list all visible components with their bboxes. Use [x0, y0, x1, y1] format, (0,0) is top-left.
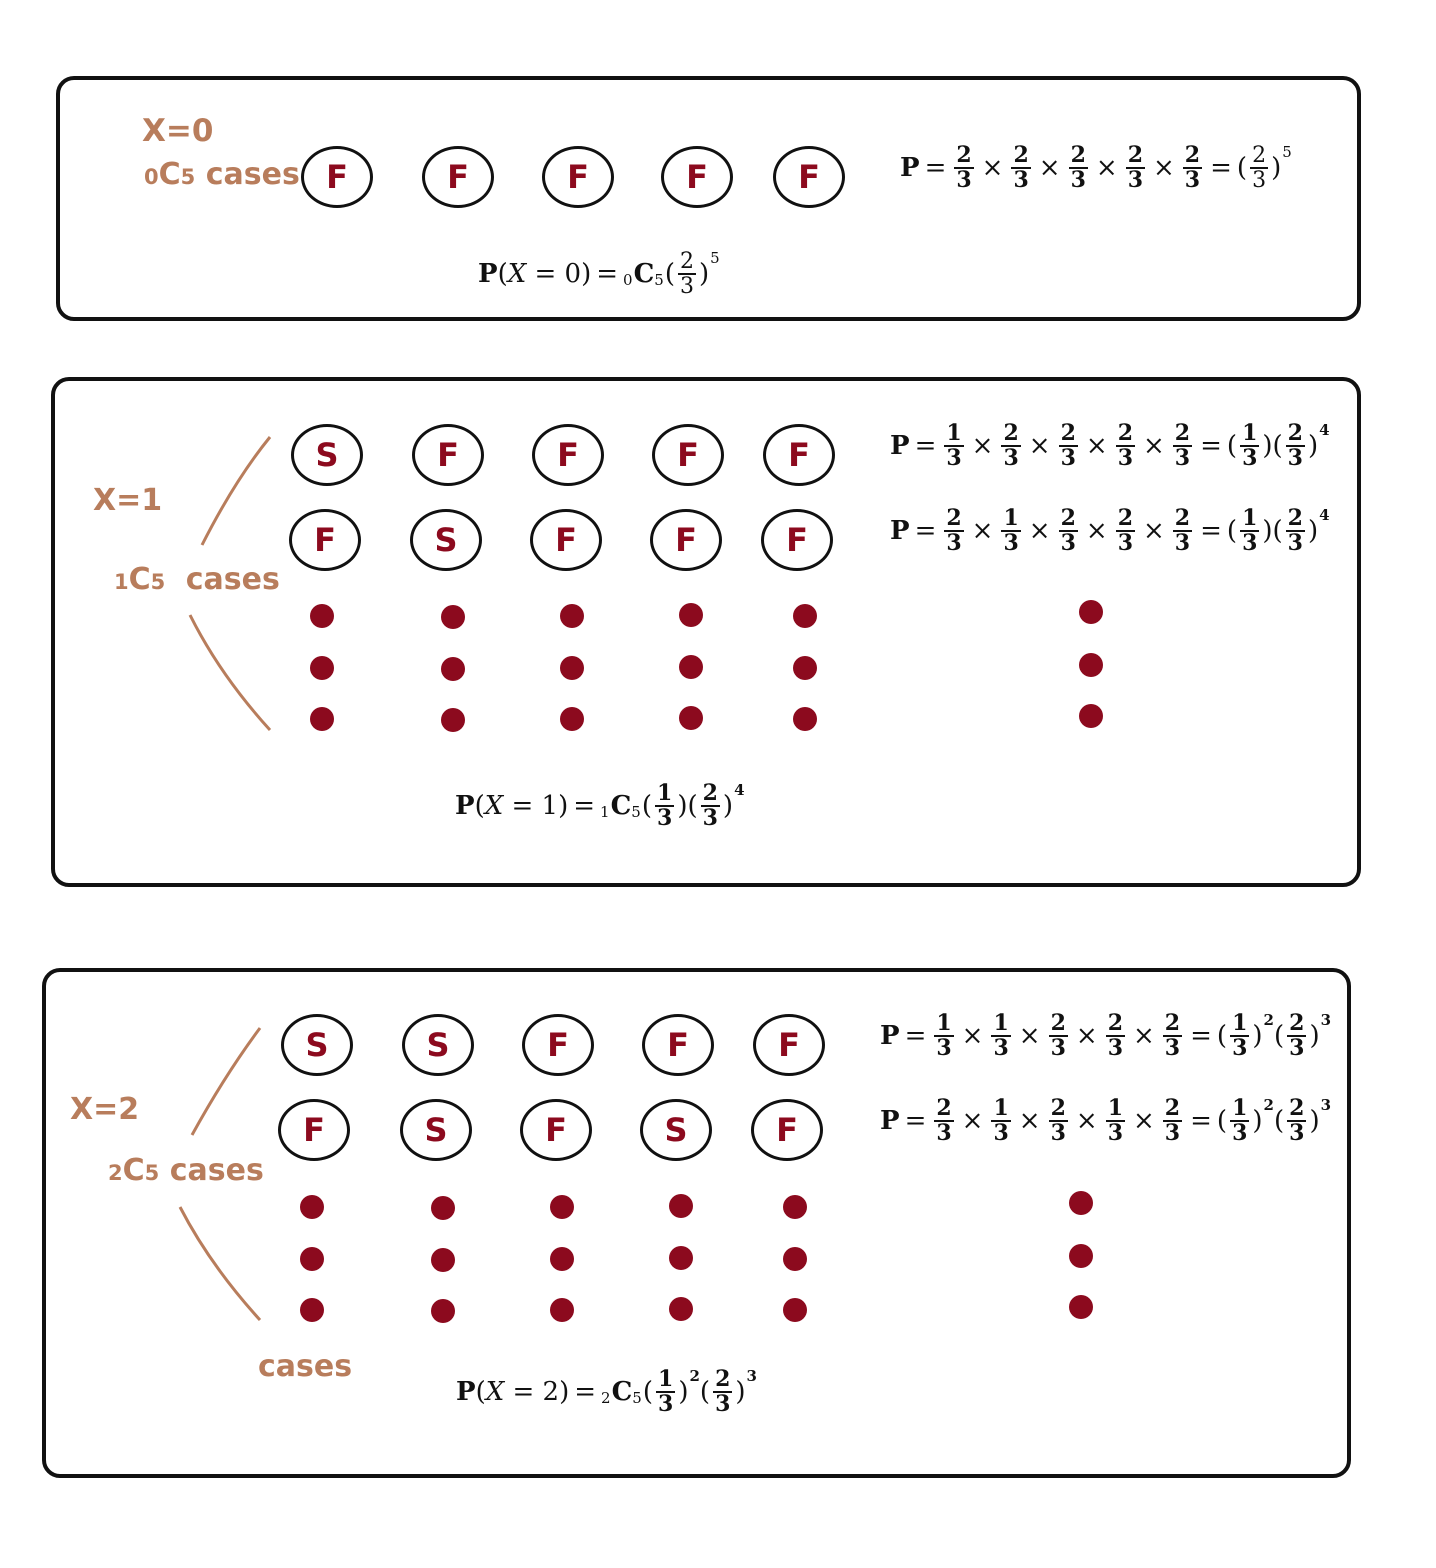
outcome-circle: F: [278, 1099, 350, 1161]
panel-x1: [51, 377, 1361, 887]
ellipsis-dot: [310, 707, 334, 731]
outcome-circle: F: [522, 1014, 594, 1076]
cases-subscript: 0: [144, 165, 159, 189]
ellipsis-dot: [550, 1247, 574, 1271]
ellipsis-dot: [550, 1298, 574, 1322]
x1-label: X=1: [93, 483, 163, 518]
outcome-circle: F: [289, 509, 361, 571]
outcome-circle: F: [753, 1014, 825, 1076]
x2-cases-label: 2C5 cases: [108, 1153, 264, 1188]
outcome-circle: F: [520, 1099, 592, 1161]
ellipsis-dot: [1079, 600, 1103, 624]
outcome-circle: F: [412, 424, 484, 486]
brace-curve-x1-bottom: [188, 614, 272, 732]
ellipsis-dot: [679, 706, 703, 730]
ellipsis-dot: [560, 656, 584, 680]
ellipsis-dot: [793, 604, 817, 628]
x0-cases-label: 0C5 cases: [144, 160, 300, 190]
ellipsis-dot: [783, 1298, 807, 1322]
x1-product-formula-1: P = 1 3 × 2 3 × 2 3 × 2 3 × 2 3 = (1 3)(2 3) 4: [890, 420, 1330, 472]
panel-x0: [56, 76, 1361, 321]
x1-product-formula-2: P = 2 3 × 1 3 × 2 3 × 2 3 × 2 3 = (1 3)(2 3) 4: [890, 505, 1330, 557]
x0-final-formula: P(X = 0) = 0 C 5(2 3) 5: [478, 249, 720, 300]
ellipsis-dot: [441, 605, 465, 629]
ellipsis-dot: [431, 1299, 455, 1323]
ellipsis-dot: [310, 656, 334, 680]
outcome-circle: F: [751, 1099, 823, 1161]
ellipsis-dot: [300, 1247, 324, 1271]
outcome-circle: F: [650, 509, 722, 571]
outcome-circle: S: [281, 1014, 353, 1076]
outcome-circle: F: [761, 509, 833, 571]
ellipsis-dot: [669, 1194, 693, 1218]
ellipsis-dot: [1079, 653, 1103, 677]
outcome-circle: F: [661, 146, 733, 208]
ellipsis-dot: [300, 1195, 324, 1219]
cases-n: 5: [180, 165, 196, 189]
outcome-circle: S: [640, 1099, 712, 1161]
x2-label: X=2: [70, 1092, 140, 1127]
ellipsis-dot: [441, 657, 465, 681]
ellipsis-dot: [560, 604, 584, 628]
x1-cases-label: 1C5 cases: [114, 562, 280, 597]
outcome-circle: S: [291, 424, 363, 486]
outcome-circle: S: [402, 1014, 474, 1076]
x0-label: X=0: [142, 113, 214, 149]
outcome-circle: F: [642, 1014, 714, 1076]
panel-x2: [42, 968, 1351, 1478]
x2-extra-cases-label: cases: [258, 1349, 353, 1384]
ellipsis-dot: [1069, 1295, 1093, 1319]
x0-product-formula: P = 2 3 × 2 3 × 2 3 × 2 3 × 2 3 = (2 3) 5: [900, 142, 1292, 194]
outcome-circle: F: [530, 509, 602, 571]
x1-final-formula: P(X = 1) = 1 C 5(1 3)(2 3) 4: [455, 780, 745, 832]
ellipsis-dot: [793, 656, 817, 680]
ellipsis-dot: [783, 1195, 807, 1219]
ellipsis-dot: [679, 603, 703, 627]
outcome-circle: F: [532, 424, 604, 486]
brace-curve-x2-top: [190, 1027, 262, 1136]
brace-curve-x1-top: [200, 436, 272, 546]
ellipsis-dot: [441, 708, 465, 732]
ellipsis-dot: [1069, 1244, 1093, 1268]
ellipsis-dot: [300, 1298, 324, 1322]
outcome-circle: S: [400, 1099, 472, 1161]
outcome-circle: F: [301, 146, 373, 208]
ellipsis-dot: [431, 1196, 455, 1220]
x2-final-formula: P(X = 2) = 2 C 5(1 3) 2(2 3) 3: [456, 1366, 757, 1418]
x2-product-formula-2: P = 2 3 × 1 3 × 2 3 × 1 3 × 2 3 = (1 3) 2(2 3) 3: [880, 1095, 1332, 1147]
outcome-circle: S: [410, 509, 482, 571]
ellipsis-dot: [793, 707, 817, 731]
outcome-circle: F: [763, 424, 835, 486]
outcome-circle: F: [542, 146, 614, 208]
ellipsis-dot: [783, 1247, 807, 1271]
ellipsis-dot: [669, 1246, 693, 1270]
cases-word: cases: [205, 157, 300, 192]
ellipsis-dot: [669, 1297, 693, 1321]
ellipsis-dot: [560, 707, 584, 731]
outcome-circle: F: [652, 424, 724, 486]
outcome-circle: F: [773, 146, 845, 208]
ellipsis-dot: [1079, 704, 1103, 728]
cases-c: C: [158, 157, 181, 192]
brace-curve-x2-bottom: [178, 1206, 262, 1322]
x2-product-formula-1: P = 1 3 × 1 3 × 2 3 × 2 3 × 2 3 = (1 3) 2(2 3) 3: [880, 1010, 1332, 1062]
ellipsis-dot: [431, 1248, 455, 1272]
ellipsis-dot: [310, 604, 334, 628]
ellipsis-dot: [679, 655, 703, 679]
ellipsis-dot: [550, 1195, 574, 1219]
outcome-circle: F: [422, 146, 494, 208]
ellipsis-dot: [1069, 1191, 1093, 1215]
